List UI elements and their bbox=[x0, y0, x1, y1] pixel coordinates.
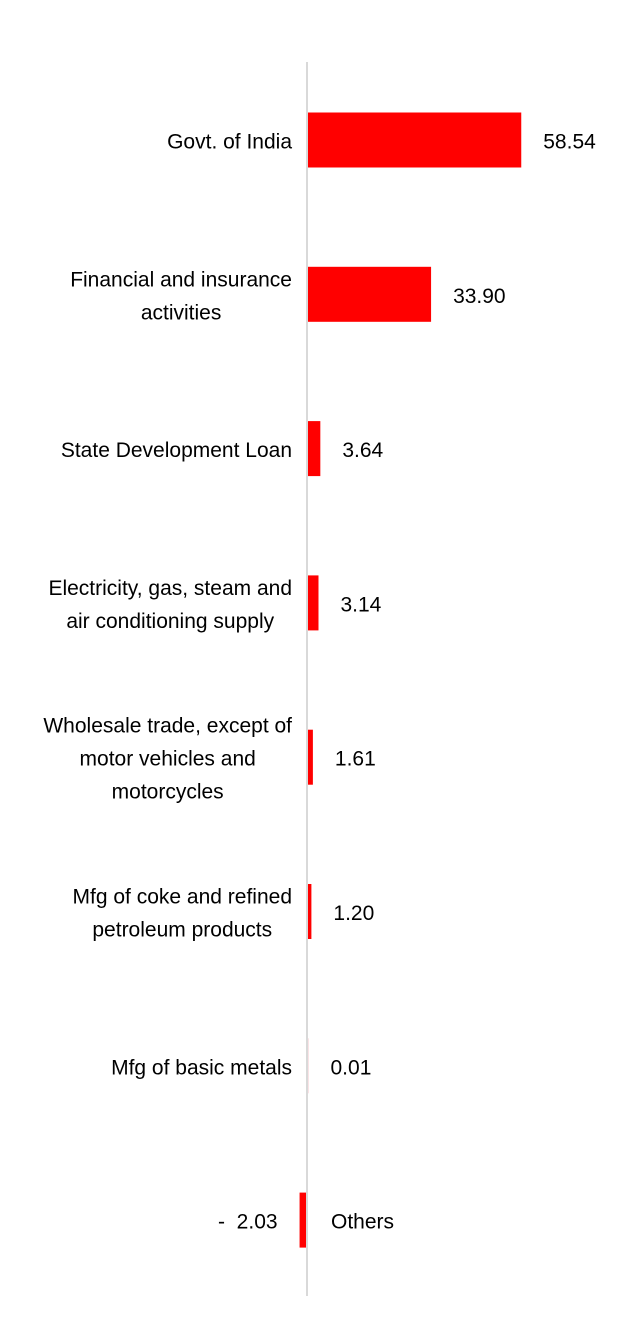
category-label-3: State Development Loan bbox=[61, 439, 292, 462]
value-label-8: - 2.03 bbox=[218, 1211, 278, 1234]
bar-3 bbox=[307, 421, 321, 477]
value-label-3: 3.64 bbox=[342, 439, 383, 462]
category-label-line: motor vehicles and bbox=[80, 748, 256, 771]
value-label-4: 3.14 bbox=[340, 593, 381, 616]
category-label-line: Wholesale trade, except of bbox=[43, 715, 292, 738]
bars-group bbox=[299, 112, 522, 1248]
category-label-line: motorcycles bbox=[112, 781, 224, 804]
category-label-line: air conditioning supply bbox=[66, 610, 274, 633]
category-label-6: Mfg of coke and refined petroleum product… bbox=[73, 886, 292, 942]
category-label-line: State Development Loan bbox=[61, 439, 292, 462]
bar-6 bbox=[307, 884, 312, 939]
bar-5 bbox=[307, 729, 313, 785]
category-label-line: activities bbox=[141, 301, 222, 324]
value-labels-group: 58.54 33.90 3.64 3.14 1.61 1.20 0.01 - 2.03 bbox=[218, 131, 596, 1234]
category-labels-group: Govt. of India Financial and insurance act… bbox=[43, 131, 394, 1234]
category-label-2: Financial and insurance activities bbox=[70, 268, 292, 324]
category-label-line: Govt. of India bbox=[167, 131, 292, 154]
category-label-line: Financial and insurance bbox=[70, 268, 292, 291]
category-label-1: Govt. of India bbox=[167, 131, 292, 154]
category-label-line: Mfg of basic metals bbox=[111, 1056, 292, 1079]
category-label-line: Mfg of coke and refined bbox=[73, 886, 292, 909]
category-label-line: petroleum products bbox=[92, 919, 272, 942]
value-label-6: 1.20 bbox=[333, 902, 374, 925]
category-label-line: Others bbox=[331, 1211, 394, 1234]
category-label-5: Wholesale trade, except of motor vehicles… bbox=[43, 715, 292, 804]
category-label-7: Mfg of basic metals bbox=[111, 1056, 292, 1079]
category-label-8: Others bbox=[331, 1211, 394, 1234]
bar-1 bbox=[307, 112, 522, 168]
bar-4 bbox=[307, 575, 319, 631]
value-label-1: 58.54 bbox=[543, 131, 596, 154]
value-label-7: 0.01 bbox=[331, 1056, 372, 1079]
value-label-2: 33.90 bbox=[453, 285, 506, 308]
bar-2 bbox=[307, 266, 432, 322]
bar-8 bbox=[299, 1192, 307, 1248]
category-label-line: Electricity, gas, steam and bbox=[48, 577, 292, 600]
category-label-4: Electricity, gas, steam and air condition… bbox=[48, 577, 292, 633]
value-label-5: 1.61 bbox=[335, 748, 376, 771]
